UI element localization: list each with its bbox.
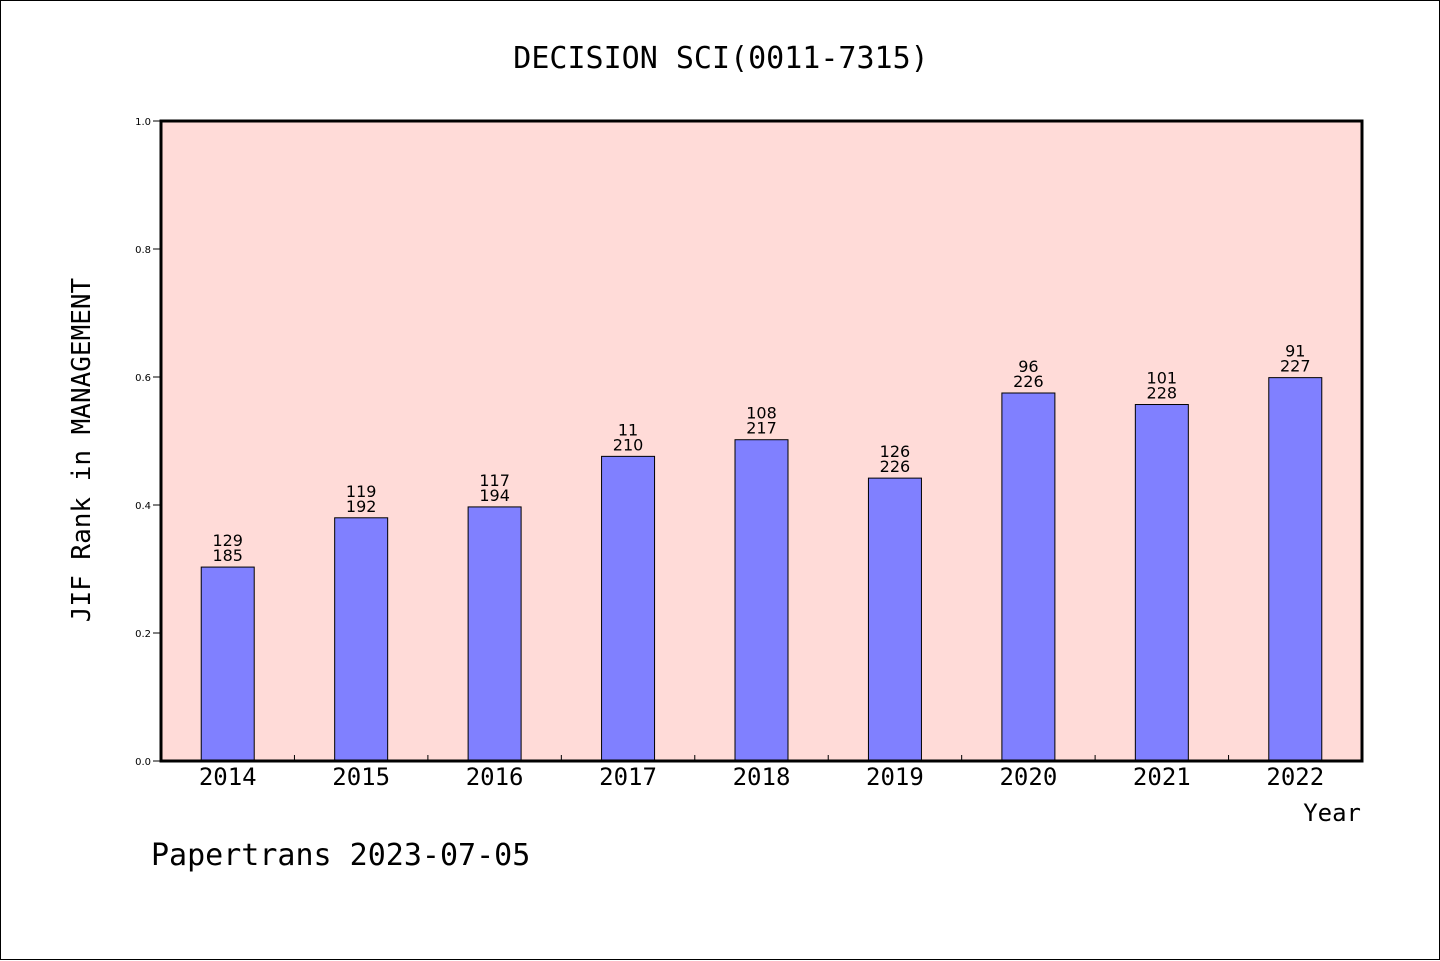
chart-title: DECISION SCI(0011-7315) bbox=[513, 41, 928, 76]
x-tick-label: 2021 bbox=[1133, 763, 1191, 791]
x-tick-label: 2019 bbox=[866, 763, 924, 791]
total-label: 194 bbox=[479, 486, 510, 505]
bar-2017 bbox=[601, 455, 656, 762]
y-tick-label: 0.2 bbox=[135, 629, 151, 640]
data-labels: 1291851191921171941121010821712622696226… bbox=[212, 342, 1310, 565]
x-tick-label: 2018 bbox=[733, 763, 791, 791]
rank-label: 101 bbox=[1147, 369, 1178, 388]
total-label: 226 bbox=[1013, 372, 1044, 391]
bars bbox=[200, 377, 1323, 762]
bar-2014 bbox=[200, 566, 255, 762]
rank-label: 96 bbox=[1018, 357, 1038, 376]
y-axis: 0.0 0.2 0.4 0.6 0.8 1.0 bbox=[135, 117, 161, 768]
total-label: 210 bbox=[613, 435, 644, 454]
x-axis-label: Year bbox=[1303, 799, 1361, 827]
rank-label: 129 bbox=[212, 531, 243, 550]
bar-2020 bbox=[1001, 392, 1056, 762]
rank-label: 108 bbox=[746, 404, 777, 423]
rank-label: 117 bbox=[479, 471, 510, 490]
y-tick-label: 0.4 bbox=[135, 501, 151, 512]
x-tick-label: 2015 bbox=[332, 763, 390, 791]
bar-2022 bbox=[1268, 377, 1323, 762]
bar-2018 bbox=[734, 439, 789, 762]
rank-label: 11 bbox=[618, 420, 638, 439]
footer-credit: Papertrans 2023-07-05 bbox=[151, 838, 530, 873]
x-tick-label: 2017 bbox=[599, 763, 657, 791]
rank-label: 126 bbox=[880, 442, 911, 461]
x-tick-label: 2022 bbox=[1266, 763, 1324, 791]
bar-2019 bbox=[867, 477, 922, 762]
y-axis-label: JIF Rank in MANAGEMENT bbox=[67, 277, 97, 622]
total-label: 227 bbox=[1280, 357, 1311, 376]
y-tick-label: 0.0 bbox=[135, 757, 151, 768]
rank-label: 91 bbox=[1285, 342, 1305, 361]
y-tick-label: 1.0 bbox=[135, 117, 151, 128]
y-tick-label: 0.6 bbox=[135, 373, 151, 384]
total-label: 226 bbox=[880, 457, 911, 476]
bar-2015 bbox=[334, 517, 389, 762]
bar-2021 bbox=[1134, 404, 1189, 762]
total-label: 192 bbox=[346, 497, 377, 516]
plot-border bbox=[159, 119, 1364, 763]
total-label: 228 bbox=[1147, 384, 1178, 403]
x-tick-label: 2020 bbox=[999, 763, 1057, 791]
total-label: 185 bbox=[212, 546, 243, 565]
x-tick-label: 2016 bbox=[466, 763, 524, 791]
x-axis: 2014 2015 2016 2017 2018 2019 2020 2021 2022 bbox=[199, 755, 1324, 791]
rank-label: 119 bbox=[346, 482, 377, 501]
total-label: 217 bbox=[746, 419, 777, 438]
y-tick-label: 0.8 bbox=[135, 245, 151, 256]
x-tick-label: 2014 bbox=[199, 763, 257, 791]
bar-2016 bbox=[467, 506, 522, 762]
